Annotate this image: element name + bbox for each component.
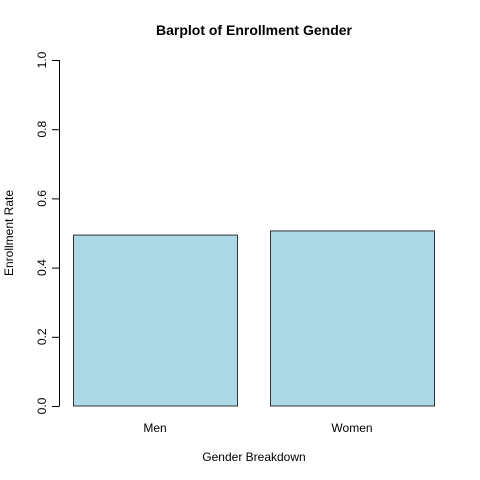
y-axis: 0.0 0.2 0.4 0.6 0.8 1.0 (35, 51, 60, 414)
y-tick-label: 0.0 (35, 397, 49, 414)
bar-men (73, 234, 238, 407)
x-tick-label-men: Men (143, 421, 166, 435)
y-tick-label: 0.4 (35, 259, 49, 276)
x-tick-labels: Men Women (143, 421, 372, 435)
y-axis-label: Enrollment Rate (2, 190, 16, 276)
y-tick-label: 1.0 (35, 51, 49, 68)
y-tick-label: 0.2 (35, 328, 49, 345)
chart-title: Barplot of Enrollment Gender (156, 22, 353, 38)
x-tick-label-women: Women (331, 421, 372, 435)
x-axis-label: Gender Breakdown (202, 450, 305, 464)
bar-women (270, 230, 435, 407)
y-tick-label: 0.6 (35, 190, 49, 207)
bars-group (73, 230, 435, 407)
y-tick-label: 0.8 (35, 121, 49, 138)
